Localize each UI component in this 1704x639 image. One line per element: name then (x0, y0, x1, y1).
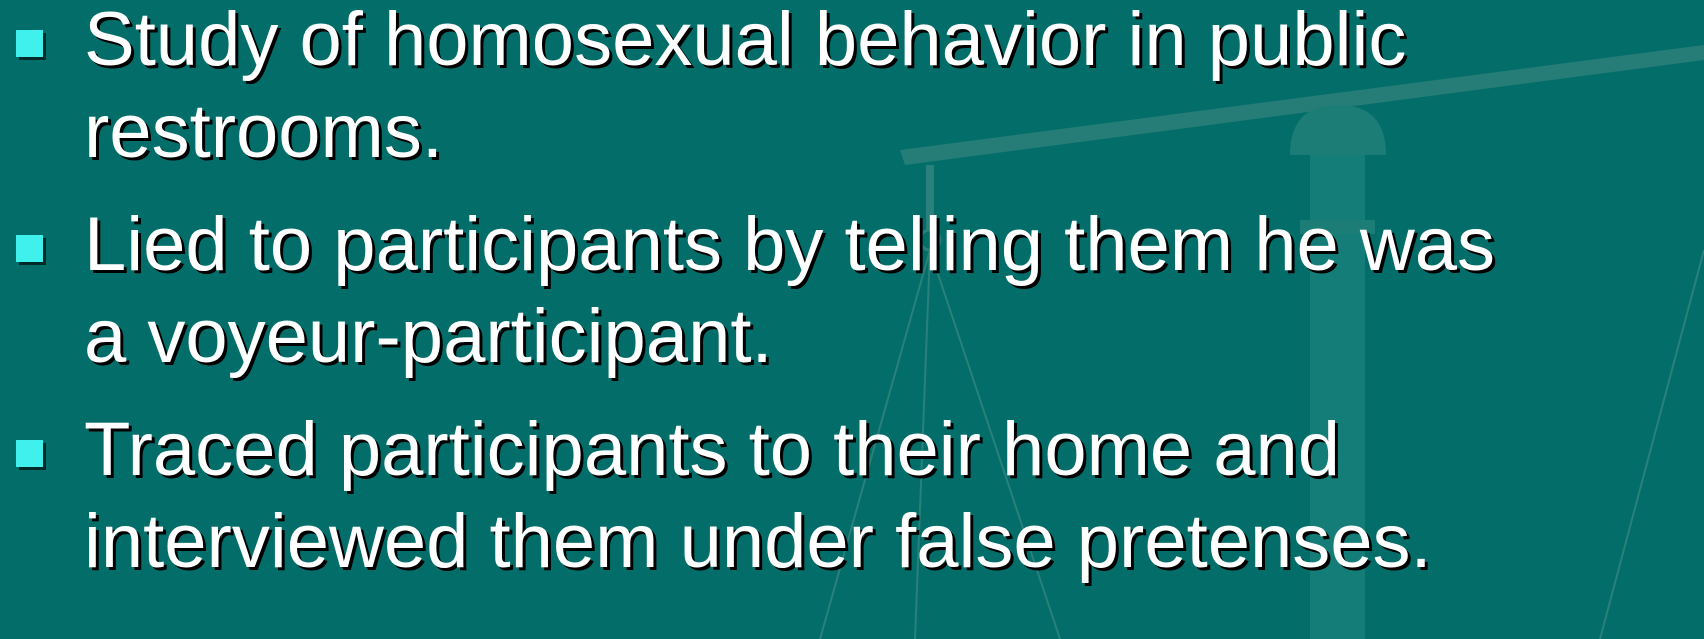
bullet-text: Traced participants to their home and (84, 404, 1340, 496)
bullet-text: interviewed them under false pretenses. (84, 496, 1432, 588)
bullet-text: Lied to participants by telling them he … (84, 199, 1495, 291)
slide: Study of homosexual behavior in publicre… (0, 0, 1704, 639)
bullet-text: Study of homosexual behavior in public (84, 0, 1406, 86)
bullet-marker (16, 440, 43, 467)
bullet-marker (16, 30, 43, 57)
bullet-marker (16, 235, 43, 262)
bullet-text: restrooms. (84, 86, 443, 178)
bullet-text: a voyeur-participant. (84, 291, 773, 383)
bullet-item: Lied to participants by telling them he … (0, 199, 1704, 383)
